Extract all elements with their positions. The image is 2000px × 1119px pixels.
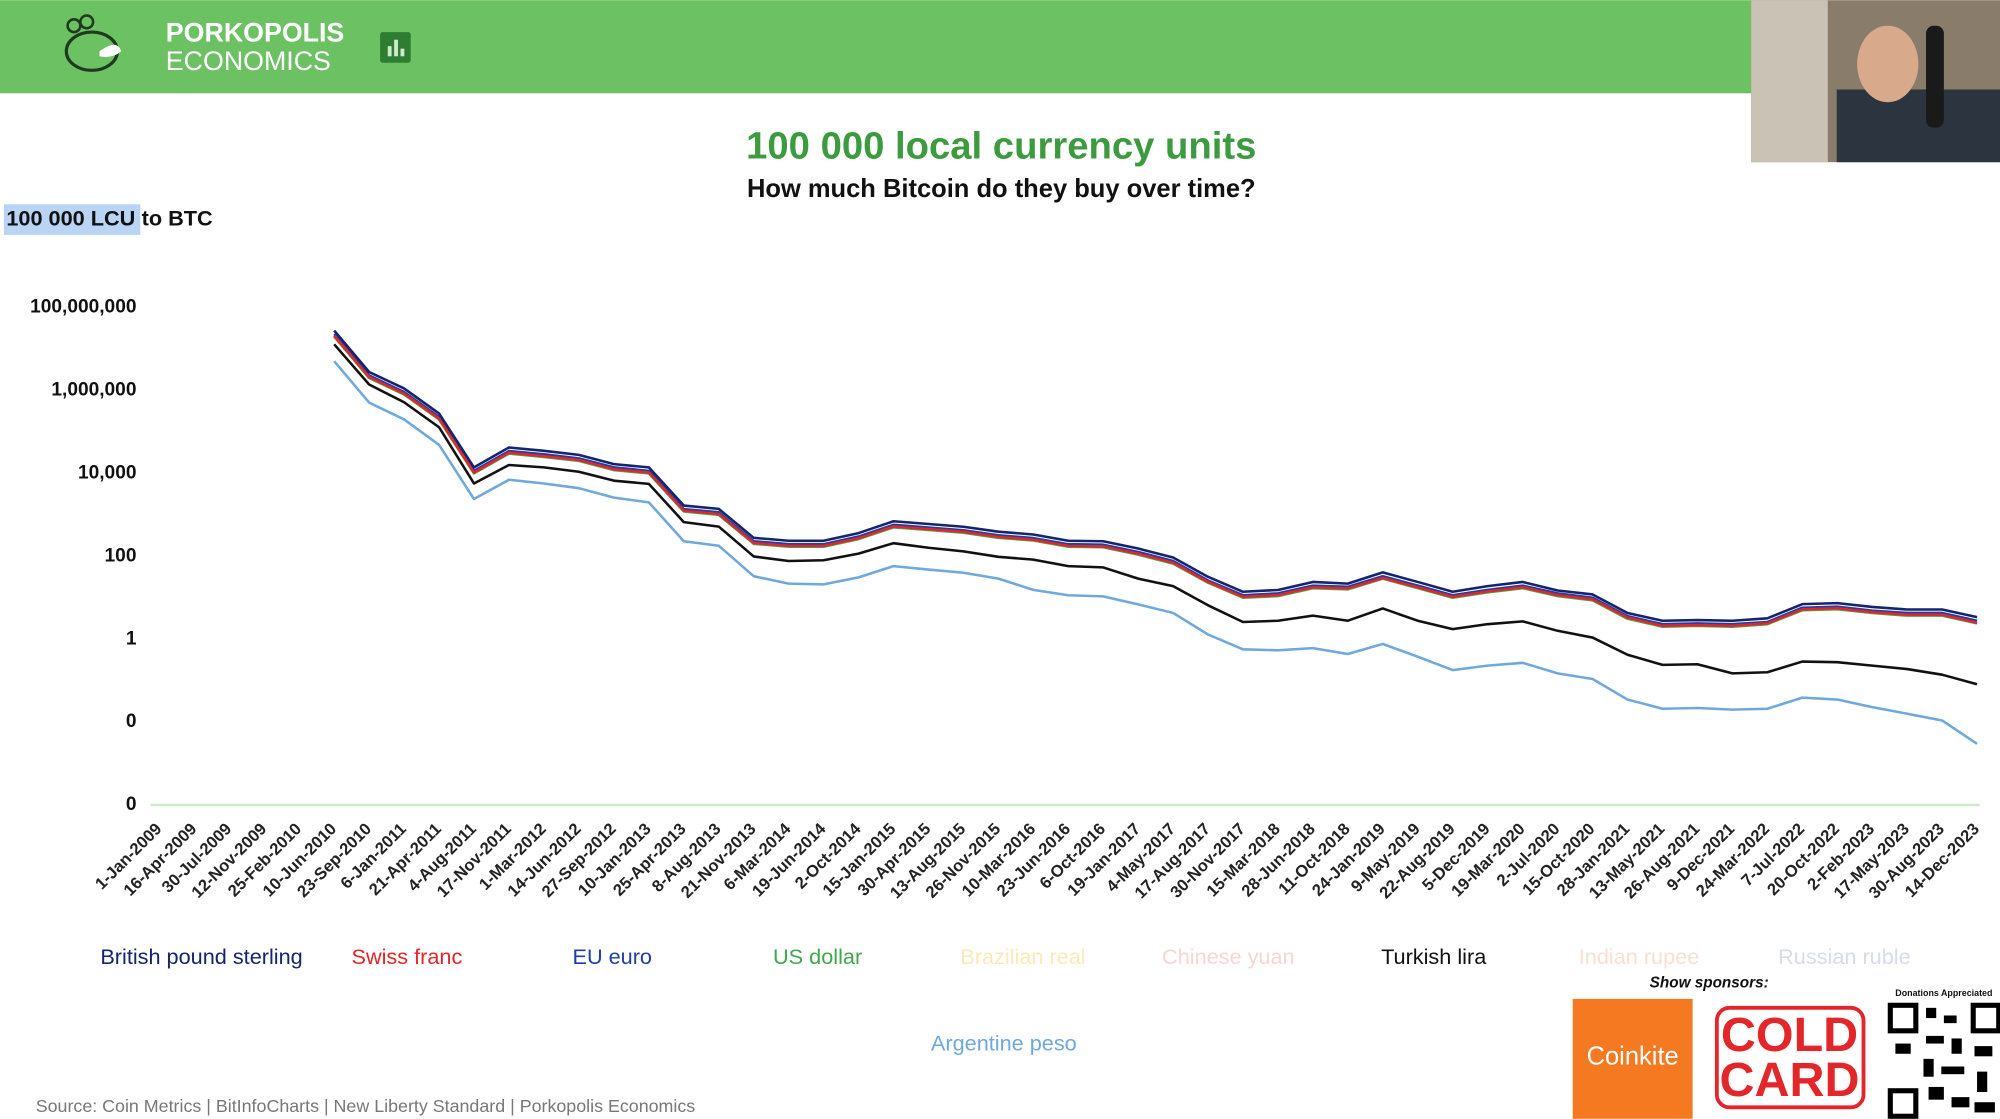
- coinkite-logo[interactable]: [1572, 998, 1693, 1119]
- legend-entry[interactable]: Indian rupee: [1579, 944, 1700, 969]
- series-line: [333, 343, 1978, 686]
- legend-entry[interactable]: Russian ruble: [1778, 944, 1911, 969]
- legend-entry[interactable]: Chinese yuan: [1162, 944, 1295, 969]
- series-line: [333, 360, 1978, 745]
- legend-entry[interactable]: Swiss franc: [351, 944, 462, 969]
- chart-icon: [380, 32, 411, 63]
- y-tick-label: 100: [105, 545, 137, 566]
- y-tick-label: 0: [126, 794, 137, 815]
- logo: [64, 14, 122, 72]
- qr-code[interactable]: [1887, 1002, 2000, 1119]
- chart-subtitle: How much Bitcoin do they buy over time?: [747, 175, 1256, 203]
- y-axis-label-rest: to BTC: [142, 205, 213, 230]
- coinkite-text: Coinkite: [1587, 1042, 1679, 1070]
- legend-entry[interactable]: Brazilian real: [960, 944, 1085, 969]
- header-bar: [0, 0, 1752, 94]
- brand-bottom: ECONOMICS: [166, 46, 331, 76]
- y-tick-label: 1,000,000: [51, 380, 136, 401]
- legend-entry[interactable]: Turkish lira: [1381, 944, 1487, 969]
- sponsor-heading: Show sponsors:: [1650, 975, 1769, 992]
- qr-caption: Donations Appreciated: [1895, 988, 1992, 998]
- coldcard-top: COLD: [1721, 1008, 1858, 1062]
- plot: 100,000,0001,000,00010,0001001001-Jan-20…: [30, 297, 1983, 1056]
- y-axis-label: 100 000 LCU to BTC: [6, 205, 213, 230]
- coldcard-bottom: CARD: [1720, 1053, 1860, 1107]
- legend-entry[interactable]: Argentine peso: [931, 1031, 1077, 1056]
- brand-top: PORKOPOLIS: [166, 18, 344, 48]
- legend-entry[interactable]: EU euro: [572, 944, 652, 969]
- series-line: [333, 334, 1978, 628]
- y-tick-label: 100,000,000: [30, 297, 136, 318]
- selection-highlight: [3, 204, 141, 235]
- source-note: Source: Coin Metrics | BitInfoCharts | N…: [36, 1096, 696, 1116]
- series-line: [333, 333, 1978, 626]
- legend-entry[interactable]: US dollar: [773, 944, 862, 969]
- y-tick-label: 0: [126, 711, 137, 732]
- coldcard-logo[interactable]: [1714, 1005, 1866, 1110]
- y-tick-label: 10,000: [78, 462, 137, 483]
- series-line: [333, 329, 1978, 622]
- y-tick-label: 1: [126, 628, 137, 649]
- webcam: [1751, 0, 2000, 163]
- legend-entry[interactable]: British pound sterling: [100, 944, 302, 969]
- chart-title: 100 000 local currency units: [746, 124, 1256, 167]
- y-axis-label-highlight: 100 000 LCU: [6, 205, 135, 230]
